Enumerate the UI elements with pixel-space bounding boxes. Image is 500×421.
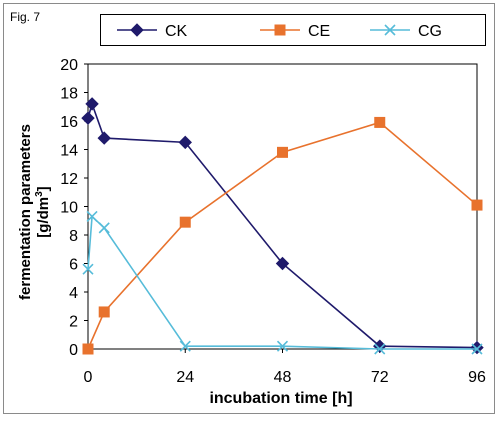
y-tick-label: 4 bbox=[69, 285, 78, 302]
data-point bbox=[374, 343, 386, 355]
figure-frame bbox=[3, 3, 495, 414]
series-cg bbox=[82, 210, 483, 355]
legend-label: CG bbox=[418, 23, 442, 40]
legend-item-ck: CK bbox=[117, 23, 188, 40]
y-axis-label-line1: fermentation parameters bbox=[17, 124, 34, 300]
legend-entries: CK CE CG bbox=[117, 23, 442, 40]
y-tick-label: 8 bbox=[69, 228, 78, 245]
plot-area bbox=[87, 63, 478, 350]
data-point bbox=[277, 146, 288, 158]
data-point bbox=[179, 340, 191, 352]
x-tick-label: 0 bbox=[84, 369, 93, 386]
y-tick-label: 14 bbox=[60, 143, 78, 160]
series-line bbox=[87, 101, 478, 349]
x-axis-label: incubation time [h] bbox=[209, 390, 352, 407]
data-point bbox=[471, 199, 483, 211]
x-tick-label: 48 bbox=[274, 369, 292, 386]
figure-label: Fig. 7 bbox=[10, 10, 41, 24]
y-axis-label-superscript: 3 bbox=[34, 191, 45, 197]
y-axis-label-line2: [g/dm3] bbox=[34, 186, 52, 237]
legend-label: CK bbox=[165, 23, 188, 40]
series-line bbox=[87, 214, 477, 350]
legend-marker bbox=[274, 24, 286, 36]
y-tick-label: 20 bbox=[60, 57, 78, 74]
legend-marker bbox=[130, 23, 144, 37]
legend-marker bbox=[384, 24, 396, 36]
data-point bbox=[275, 256, 290, 271]
y-tick-label: 16 bbox=[60, 114, 78, 131]
plot-border bbox=[87, 63, 478, 350]
data-point bbox=[98, 306, 110, 318]
legend-label: CE bbox=[308, 23, 330, 40]
series-line bbox=[87, 121, 478, 350]
data-point bbox=[471, 343, 483, 355]
series-layer: CK CE CG bbox=[81, 23, 484, 355]
y-tick-label: 2 bbox=[69, 314, 78, 331]
y-tick-label: 10 bbox=[60, 200, 78, 217]
data-point bbox=[470, 340, 484, 355]
y-tick-label: 18 bbox=[60, 86, 78, 103]
data-point bbox=[81, 111, 95, 125]
data-point bbox=[85, 97, 99, 111]
y-tick-label: 0 bbox=[69, 342, 78, 359]
data-point bbox=[82, 263, 94, 275]
data-point bbox=[97, 131, 111, 145]
legend-item-cg: CG bbox=[370, 23, 442, 40]
data-point bbox=[374, 116, 386, 128]
series-ce bbox=[82, 116, 483, 355]
data-point bbox=[98, 222, 110, 234]
data-point bbox=[86, 210, 98, 223]
data-point bbox=[179, 216, 191, 228]
series-ck bbox=[81, 97, 484, 355]
y-axis-label-prefix: [g/dm bbox=[35, 197, 52, 238]
y-tick-label: 12 bbox=[60, 171, 78, 188]
y-tick-label: 6 bbox=[69, 257, 78, 274]
x-tick-label: 24 bbox=[176, 369, 194, 386]
x-tick-label: 72 bbox=[371, 369, 389, 386]
x-tick-label: 96 bbox=[468, 369, 486, 386]
data-point bbox=[276, 340, 289, 352]
y-axis-label-suffix: ] bbox=[35, 186, 52, 191]
legend-item-ce: CE bbox=[260, 23, 330, 40]
data-point bbox=[82, 343, 94, 355]
data-point bbox=[178, 135, 192, 150]
